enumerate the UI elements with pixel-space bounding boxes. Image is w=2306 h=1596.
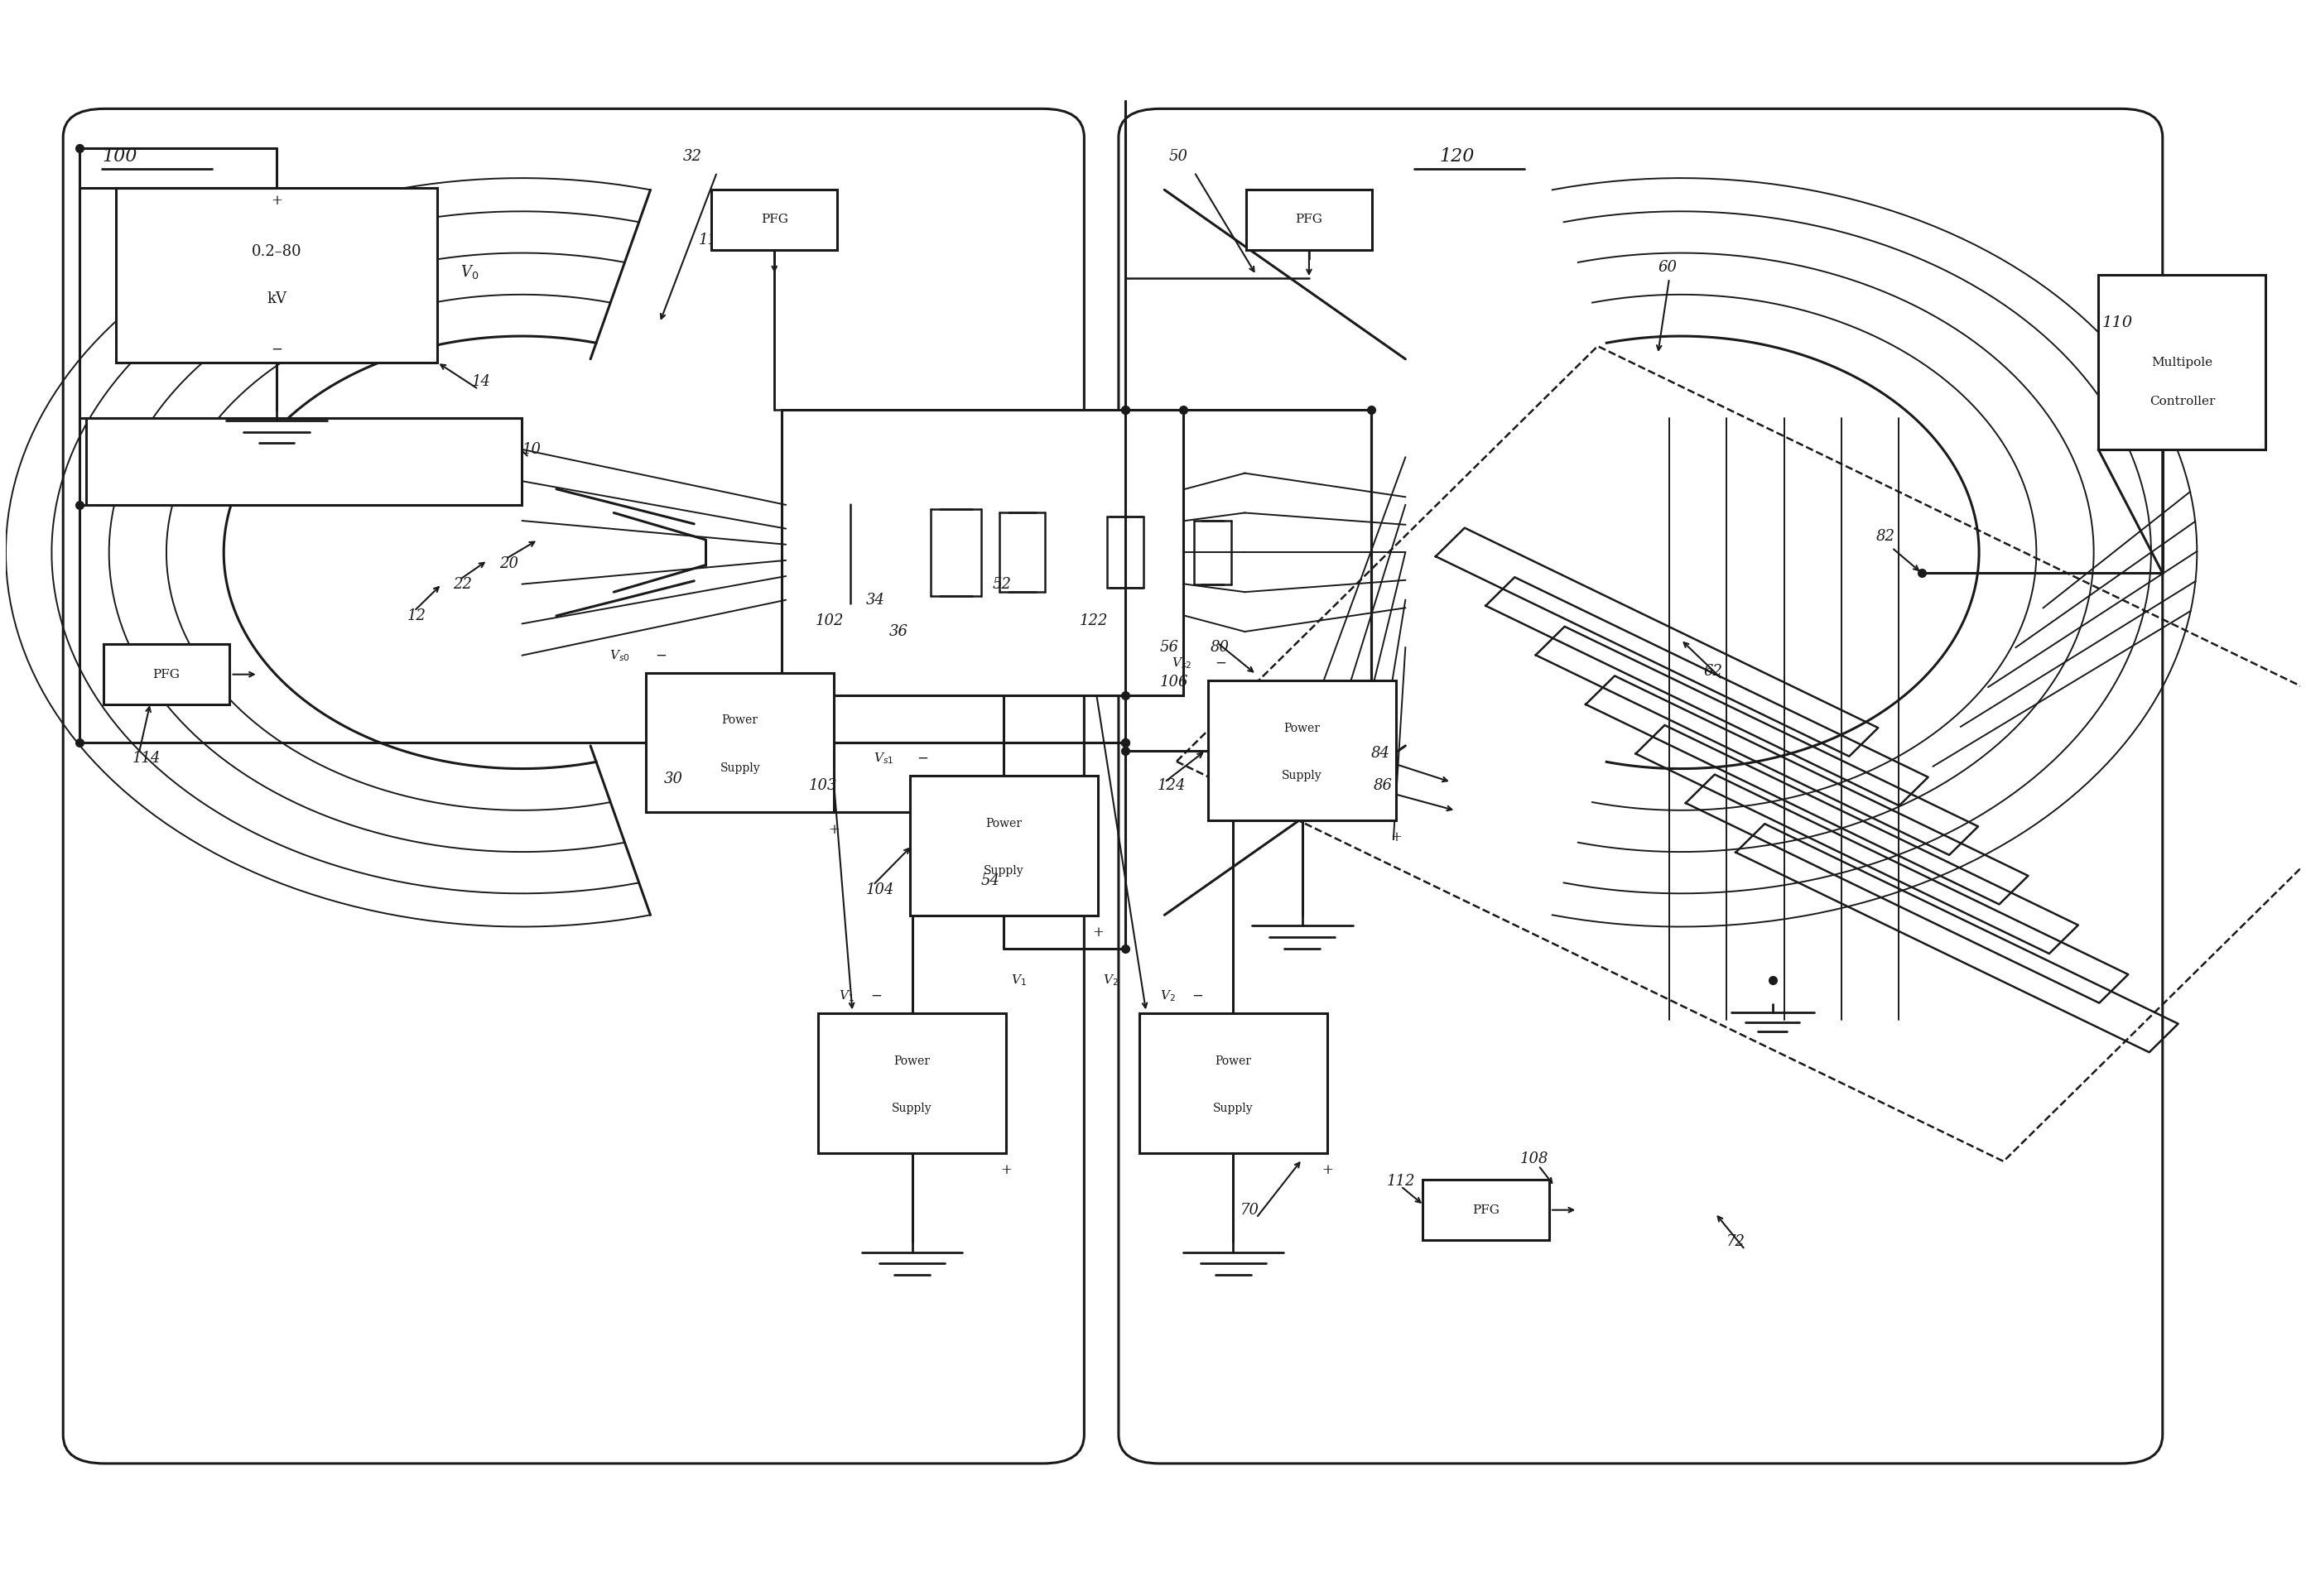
Text: Supply: Supply — [985, 865, 1024, 876]
Text: 0.2–80: 0.2–80 — [251, 244, 302, 259]
Text: 116: 116 — [699, 233, 726, 247]
Text: +: + — [1321, 1163, 1333, 1178]
Text: Supply: Supply — [719, 763, 761, 774]
Text: −: − — [655, 648, 666, 662]
Text: Controller: Controller — [2149, 396, 2216, 407]
Text: PFG: PFG — [1471, 1203, 1499, 1216]
Text: PFG: PFG — [152, 669, 180, 680]
Text: 60: 60 — [1658, 260, 1676, 275]
Text: Multipole: Multipole — [2151, 356, 2214, 369]
Bar — [1423, 1179, 1550, 1240]
Text: Power: Power — [985, 817, 1022, 830]
Text: 102: 102 — [816, 613, 844, 627]
Text: 36: 36 — [890, 624, 909, 638]
Text: 122: 122 — [1079, 613, 1109, 627]
Bar — [646, 674, 835, 812]
Text: Supply: Supply — [1213, 1103, 1254, 1114]
Text: V$_2$: V$_2$ — [1160, 990, 1176, 1004]
Text: 104: 104 — [867, 883, 895, 897]
Bar — [782, 410, 1183, 694]
Text: V$_{s0}$: V$_{s0}$ — [609, 648, 630, 662]
Text: 108: 108 — [1520, 1152, 1550, 1167]
Text: 120: 120 — [1439, 147, 1476, 166]
Text: 110: 110 — [2101, 314, 2133, 330]
Text: 80: 80 — [1211, 640, 1229, 654]
Text: V$_1$: V$_1$ — [1010, 974, 1026, 988]
Text: 32: 32 — [683, 148, 701, 164]
Text: V$_{s1}$: V$_{s1}$ — [874, 752, 895, 766]
Bar — [85, 418, 521, 504]
Bar — [115, 188, 438, 362]
Text: PFG: PFG — [1296, 214, 1324, 225]
Bar — [2098, 275, 2267, 450]
Text: 72: 72 — [1727, 1234, 1746, 1250]
Bar — [911, 776, 1098, 915]
Text: 112: 112 — [1386, 1175, 1416, 1189]
Text: −: − — [270, 343, 281, 356]
Text: 20: 20 — [498, 555, 519, 571]
Text: +: + — [1001, 1163, 1012, 1178]
Text: V$_0$: V$_0$ — [461, 263, 480, 281]
Text: −: − — [1215, 656, 1227, 670]
Text: Supply: Supply — [892, 1103, 932, 1114]
Text: 62: 62 — [1704, 664, 1723, 678]
Text: 50: 50 — [1169, 148, 1188, 164]
Text: V$_2$: V$_2$ — [1102, 974, 1118, 988]
Text: 30: 30 — [664, 771, 683, 787]
Text: Power: Power — [1215, 1055, 1252, 1066]
Text: 70: 70 — [1241, 1202, 1259, 1218]
Text: 82: 82 — [1875, 530, 1896, 544]
Text: −: − — [1192, 990, 1204, 1004]
Text: 86: 86 — [1374, 777, 1393, 793]
Text: 56: 56 — [1160, 640, 1178, 654]
Text: Power: Power — [895, 1055, 929, 1066]
Text: −: − — [918, 752, 927, 766]
Text: V$_{s2}$: V$_{s2}$ — [1171, 656, 1192, 670]
Bar — [1208, 681, 1395, 820]
Text: 103: 103 — [809, 777, 837, 793]
Text: 84: 84 — [1372, 747, 1391, 761]
Text: −: − — [872, 990, 883, 1004]
Text: +: + — [1093, 926, 1105, 940]
Text: 114: 114 — [131, 752, 161, 766]
Text: kV: kV — [267, 292, 286, 306]
Bar — [819, 1013, 1005, 1152]
Text: 12: 12 — [408, 608, 427, 622]
Text: 22: 22 — [454, 576, 473, 592]
Bar — [104, 645, 231, 704]
Bar — [1245, 190, 1372, 249]
Bar — [710, 190, 837, 249]
Text: +: + — [1391, 830, 1402, 844]
Text: PFG: PFG — [761, 214, 789, 225]
Text: +: + — [270, 193, 281, 207]
Text: 124: 124 — [1158, 777, 1185, 793]
Text: Power: Power — [722, 715, 759, 726]
Text: 52: 52 — [992, 576, 1012, 592]
Text: 106: 106 — [1160, 675, 1188, 689]
Text: Power: Power — [1284, 723, 1321, 734]
Text: 118: 118 — [1264, 233, 1291, 247]
Text: 54: 54 — [980, 873, 1001, 887]
Text: V$_1$: V$_1$ — [839, 990, 856, 1004]
Text: 14: 14 — [470, 373, 491, 389]
Text: +: + — [828, 822, 839, 836]
Text: 34: 34 — [867, 592, 886, 608]
Text: 10: 10 — [521, 442, 542, 456]
Bar — [1139, 1013, 1328, 1152]
Text: 100: 100 — [101, 147, 136, 166]
Text: Supply: Supply — [1282, 769, 1321, 782]
